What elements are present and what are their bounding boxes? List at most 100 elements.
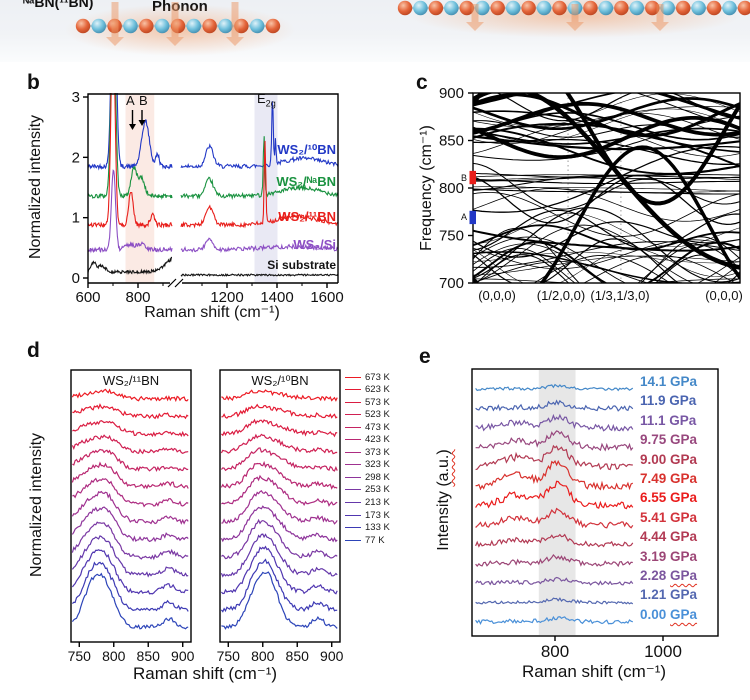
- legend-line-swatch: [345, 464, 361, 466]
- boron-atom: [139, 18, 154, 34]
- legend-line-swatch: [345, 489, 361, 491]
- nitrogen-atom: [218, 18, 233, 34]
- temperature-spectrum-curve: [221, 518, 338, 560]
- pressure-unit: GPa: [670, 509, 698, 525]
- legend-item: 323 K: [345, 459, 390, 471]
- panel-c-plot: 700 750 800 850 900: [439, 85, 741, 292]
- nitrogen-atom: [91, 18, 107, 34]
- nitrogen-atom: [444, 0, 459, 16]
- x-tick-label: 800: [102, 648, 126, 664]
- x-tick-label: 1000: [644, 642, 682, 661]
- legend-item: 673 K: [345, 371, 390, 383]
- mode-marker: [469, 210, 476, 225]
- y-tick-label: 3: [72, 89, 80, 106]
- temperature-spectrum-curve: [72, 420, 189, 438]
- legend-item: 213 K: [345, 497, 390, 509]
- pressure-unit: GPa: [670, 529, 698, 545]
- phonon-arrow-head: [651, 22, 669, 31]
- panel-label-e: e: [419, 345, 431, 368]
- pressure-label: 11.1 GPa: [640, 413, 696, 428]
- boron-atom: [675, 0, 691, 16]
- nitrogen-atom: [249, 18, 265, 34]
- pressure-spectrum-curve: [475, 533, 634, 548]
- nitrogen-atom: [186, 18, 202, 34]
- pressure-label: 2.28 GPa: [640, 568, 697, 583]
- x-tick-label: 850: [286, 648, 310, 664]
- down-arrow-icon: [129, 124, 136, 130]
- nitrogen-atom: [660, 0, 675, 16]
- pressure-value: 11.9: [640, 393, 670, 409]
- pressure-value: 2.28: [640, 568, 671, 583]
- spectrum-curve: [88, 93, 173, 201]
- legend-label: 423 K: [365, 434, 390, 446]
- panel-e-plot: 800 1000: [471, 368, 719, 661]
- x-tick-label: 1400: [260, 289, 293, 306]
- pressure-spectrum-curve: [475, 459, 634, 491]
- phonon-arrow-icon: [656, 4, 664, 22]
- x-tick-label: 800: [251, 648, 275, 664]
- x-tick-label: 800: [125, 289, 150, 306]
- legend-line-swatch: [345, 426, 361, 428]
- nitrogen-atom: [629, 0, 645, 16]
- series-label: Si substrate: [267, 258, 336, 272]
- spectrum-curve: [88, 169, 173, 254]
- temperature-spectrum-curve: [220, 418, 338, 438]
- spectrum-curve: [88, 93, 173, 229]
- legend-label: 133 K: [365, 522, 390, 534]
- boron-atom: [202, 18, 217, 34]
- spectrum-curve: [88, 93, 173, 171]
- pressure-label: 11.9 GPa: [640, 393, 696, 408]
- legend-label: 573 K: [365, 396, 390, 408]
- phonon-bands: [473, 93, 740, 283]
- temperature-spectrum-curve: [72, 477, 189, 508]
- temperature-spectrum-curve: [220, 505, 338, 543]
- phonon-arrow-head: [566, 22, 584, 31]
- phonon-arrow-icon: [111, 2, 119, 37]
- legend-label: 77 K: [365, 534, 385, 546]
- legend-line-swatch: [345, 439, 361, 441]
- phonon-arrow-head: [226, 37, 244, 46]
- spectrum-curve: [180, 136, 338, 201]
- kpoint-label: (1/3,1/3,0): [590, 288, 650, 303]
- pressure-label: 4.44 GPa: [640, 529, 697, 544]
- nitrogen-atom: [413, 0, 428, 16]
- spectrum-curve: [88, 256, 172, 275]
- legend-line-swatch: [345, 451, 361, 453]
- nitrogen-atom: [154, 18, 170, 34]
- x-tick-label: 750: [217, 648, 241, 664]
- legend-item: 473 K: [345, 421, 390, 433]
- panel-d-left-title: WS₂/¹¹BN: [102, 373, 160, 388]
- x-tick-label: 900: [320, 648, 344, 664]
- axis-break-icon: [167, 278, 184, 288]
- pressure-spectrum-curve: [475, 383, 634, 392]
- boron-atom: [75, 18, 91, 34]
- pressure-unit: GPa: [670, 432, 698, 448]
- spectrum-curve: [180, 273, 338, 277]
- phonon-arrow-icon: [471, 4, 479, 22]
- pressure-spectrum-curve: [475, 597, 634, 605]
- series-label: WS₂/Si: [293, 237, 336, 252]
- spectrum-curve: [180, 237, 338, 253]
- spectrum-curve: [180, 140, 338, 229]
- panel-e-x-axis-label: Raman shift (cm⁻¹): [521, 662, 667, 681]
- legend-item: 373 K: [345, 446, 390, 458]
- legend-line-swatch: [345, 414, 361, 416]
- highlight-band: [538, 370, 576, 635]
- temperature-spectrum-curve: [71, 388, 189, 403]
- marker-letter: B: [461, 172, 468, 183]
- pressure-unit: GPa: [670, 374, 698, 389]
- phonon-arrow-head: [166, 37, 184, 46]
- series-label: WS₂/¹⁰BN: [277, 142, 336, 157]
- temperature-spectrum-curve: [71, 506, 189, 543]
- pressure-value: 11.1: [640, 412, 670, 428]
- legend-label: 253 K: [365, 484, 390, 496]
- phonon-arrow-icon: [231, 2, 239, 37]
- pressure-unit: GPa: [670, 568, 698, 583]
- legend-line-swatch: [345, 401, 361, 403]
- pressure-value: 1.21: [640, 587, 671, 603]
- panel-c-y-axis-label: Frequency (cm⁻¹): [418, 125, 435, 251]
- pressure-unit: GPa: [670, 451, 698, 467]
- temperature-spectrum-curve: [220, 433, 338, 455]
- temperature-spectrum-curve: [220, 460, 338, 490]
- boron-atom: [614, 0, 629, 16]
